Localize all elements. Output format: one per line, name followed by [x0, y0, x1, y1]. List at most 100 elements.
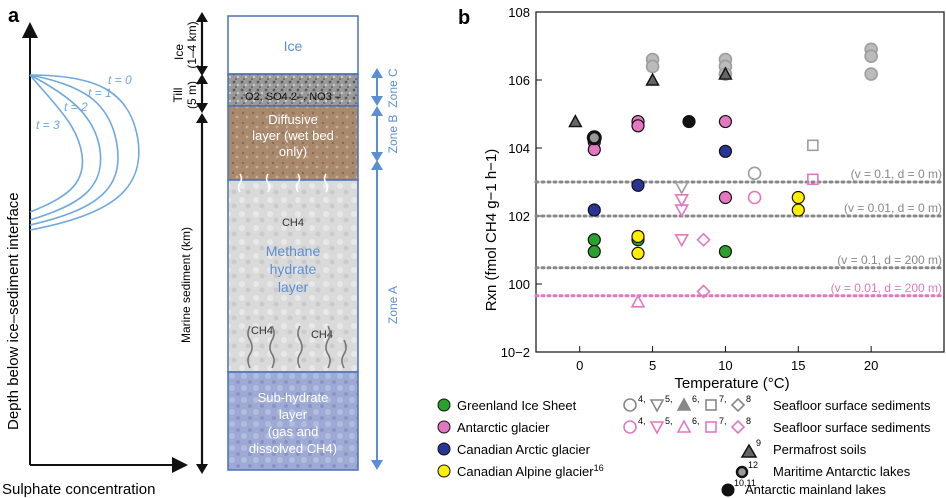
- series-0-point-1: [587, 244, 601, 259]
- curve-t1: [29, 74, 119, 226]
- panel-a-y-axis-label: Depth below ice–sediment interface: [5, 192, 22, 430]
- reference-line-label-2: (v = 0.1, d = 200 m): [837, 253, 942, 267]
- x-tick-label-1: 5: [649, 358, 656, 373]
- series-5-point-1: [674, 193, 690, 208]
- y-tick-label-5: 108: [508, 5, 530, 20]
- series-1-point-4: [718, 114, 733, 129]
- till-depth-label: Till: [171, 88, 185, 103]
- panel-b-label: b: [458, 7, 470, 29]
- zone-a-label: Zone A: [386, 286, 400, 324]
- legend-sup-canadian-alpine: 16: [594, 463, 604, 473]
- legend-label-permafrost: Permafrost soils: [773, 442, 867, 457]
- series-8-point-0: [682, 114, 696, 129]
- legend-shape-0-3: [705, 399, 717, 411]
- legend-sup-permafrost: 9: [756, 438, 761, 448]
- y-tick-label-0: 10−2: [501, 345, 530, 360]
- ch4-label-left: CH4: [251, 325, 273, 337]
- legend-swatch-antarctic: [437, 420, 451, 434]
- panel-a-label: a: [8, 5, 20, 27]
- series-3-point-0: [631, 229, 645, 244]
- subhydrate-label-2: layer: [279, 407, 308, 422]
- legend-label-greenland: Greenland Ice Sheet: [457, 398, 577, 413]
- legend-label-seafloor-pink: Seafloor surface sediments: [773, 420, 931, 435]
- legend-shape-0-0: [623, 398, 637, 412]
- legend-shape-0-1: [649, 399, 665, 413]
- legend: Greenland Ice Sheet Antarctic glacier Ca…: [437, 394, 931, 497]
- panel-a-x-axis-label: Sulphate concentration: [2, 481, 155, 498]
- series-4-point-7: [864, 67, 878, 81]
- legend-ref-1-4: 8: [746, 416, 751, 426]
- series-0-point-0: [587, 233, 601, 247]
- svg-text:Canadian Alpine glacier16: Canadian Alpine glacier16: [457, 463, 604, 479]
- series-3-point-1: [631, 246, 645, 260]
- legend-swatch-maritime-lakes: [735, 465, 749, 479]
- series-5-point-5: [630, 294, 646, 308]
- series-2-point-1: [631, 178, 645, 192]
- y-tick-label-3: 104: [508, 141, 530, 156]
- y-tick-label-4: 106: [508, 73, 530, 88]
- diffusive-label-2: layer (wet bed: [252, 128, 334, 143]
- curve-t0: [29, 74, 140, 231]
- series-6-point-2: [718, 66, 733, 80]
- ice-thickness-label: (1–4 km): [185, 21, 199, 68]
- legend-right: Seafloor surface sediments Seafloor surf…: [623, 394, 931, 497]
- sulphate-curves: [29, 74, 140, 231]
- subhydrate-label-1: Sub-hydrate: [258, 390, 329, 405]
- legend-left: Greenland Ice Sheet Antarctic glacier Ca…: [437, 398, 604, 479]
- subhydrate-label-3: (gas and: [268, 424, 319, 439]
- curve-label-t2: t = 2: [64, 100, 88, 114]
- legend-ref-0-0: 4,: [638, 394, 646, 404]
- x-tick-label-3: 15: [791, 358, 805, 373]
- series-0-point-2: [718, 244, 733, 259]
- ice-depth-label: Ice: [172, 44, 186, 60]
- layer-ice: [227, 15, 359, 75]
- diffusive-label-3: only): [279, 144, 307, 159]
- legend-ref-1-2: 6,: [692, 416, 700, 426]
- legend-label-canadian-arctic: Canadian Arctic glacier: [457, 442, 591, 457]
- series-1-point-5: [718, 190, 733, 205]
- series-5-point-7: [807, 173, 819, 186]
- series-3-point-3: [791, 203, 805, 217]
- panel-b-plot: 0 5 10 15 20 10−2 100 102 104 106 108 (v = 0.1, d =…: [501, 5, 946, 373]
- series-1-point-3: [631, 119, 645, 133]
- curve-t3: [29, 74, 84, 213]
- legend-shape-1-1: [649, 421, 665, 435]
- series-2-point-0: [587, 203, 601, 217]
- legend-swatch-canadian-alpine: [437, 464, 451, 478]
- till-species-label: O2, SO4 2–, NO3 –: [245, 91, 342, 103]
- reference-line-label-3: (v = 0.01, d = 200 m): [831, 281, 942, 295]
- series-6-point-1: [645, 72, 660, 86]
- reference-line-label-1: (v = 0.01, d = 0 m): [844, 201, 942, 215]
- ch4-label-right: CH4: [311, 329, 333, 341]
- series-6-point-0: [568, 114, 583, 128]
- gas-squiggles-upper: [237, 173, 329, 193]
- legend-shape-1-4: [730, 419, 746, 435]
- zone-c-label: Zone C: [386, 68, 400, 108]
- methane-label-3: layer: [278, 279, 309, 295]
- legend-swatch-mainland-lakes: [721, 483, 735, 497]
- legend-label-antarctic: Antarctic glacier: [457, 420, 550, 435]
- legend-ref-0-4: 8: [746, 394, 751, 404]
- series-5-point-2: [674, 204, 690, 218]
- ice-layer-label: Ice: [284, 38, 303, 54]
- legend-shape-0-4: [730, 397, 746, 413]
- series-4-point-1: [645, 59, 660, 74]
- curve-label-t0: t = 0: [108, 73, 132, 87]
- y-tick-label-2: 102: [508, 209, 530, 224]
- svg-text:Maritime Antarctic lakes: Maritime Antarctic lakes: [773, 464, 911, 479]
- till-thickness-label: (5 m): [185, 81, 199, 109]
- legend-swatch-greenland: [437, 398, 451, 412]
- diffusive-label-1: Diffusive: [268, 112, 318, 127]
- legend-sup-mainland-lakes: 10,11: [734, 478, 756, 488]
- curve-label-t1: t = 1: [88, 86, 112, 100]
- legend-ref-1-1: 5,: [665, 416, 673, 426]
- curve-label-t3: t = 3: [36, 118, 60, 132]
- legend-sup-maritime-lakes: 12: [748, 460, 758, 470]
- x-axis-label: Temperature (°C): [674, 375, 789, 392]
- series-5-point-4: [696, 232, 711, 247]
- legend-shape-1-2: [676, 419, 692, 433]
- series-5-point-0: [747, 190, 762, 205]
- legend-label-canadian-alpine: Canadian Alpine glacier: [457, 464, 594, 479]
- y-axis-label: Rxn (fmol CH4 g−1 h−1): [483, 149, 500, 312]
